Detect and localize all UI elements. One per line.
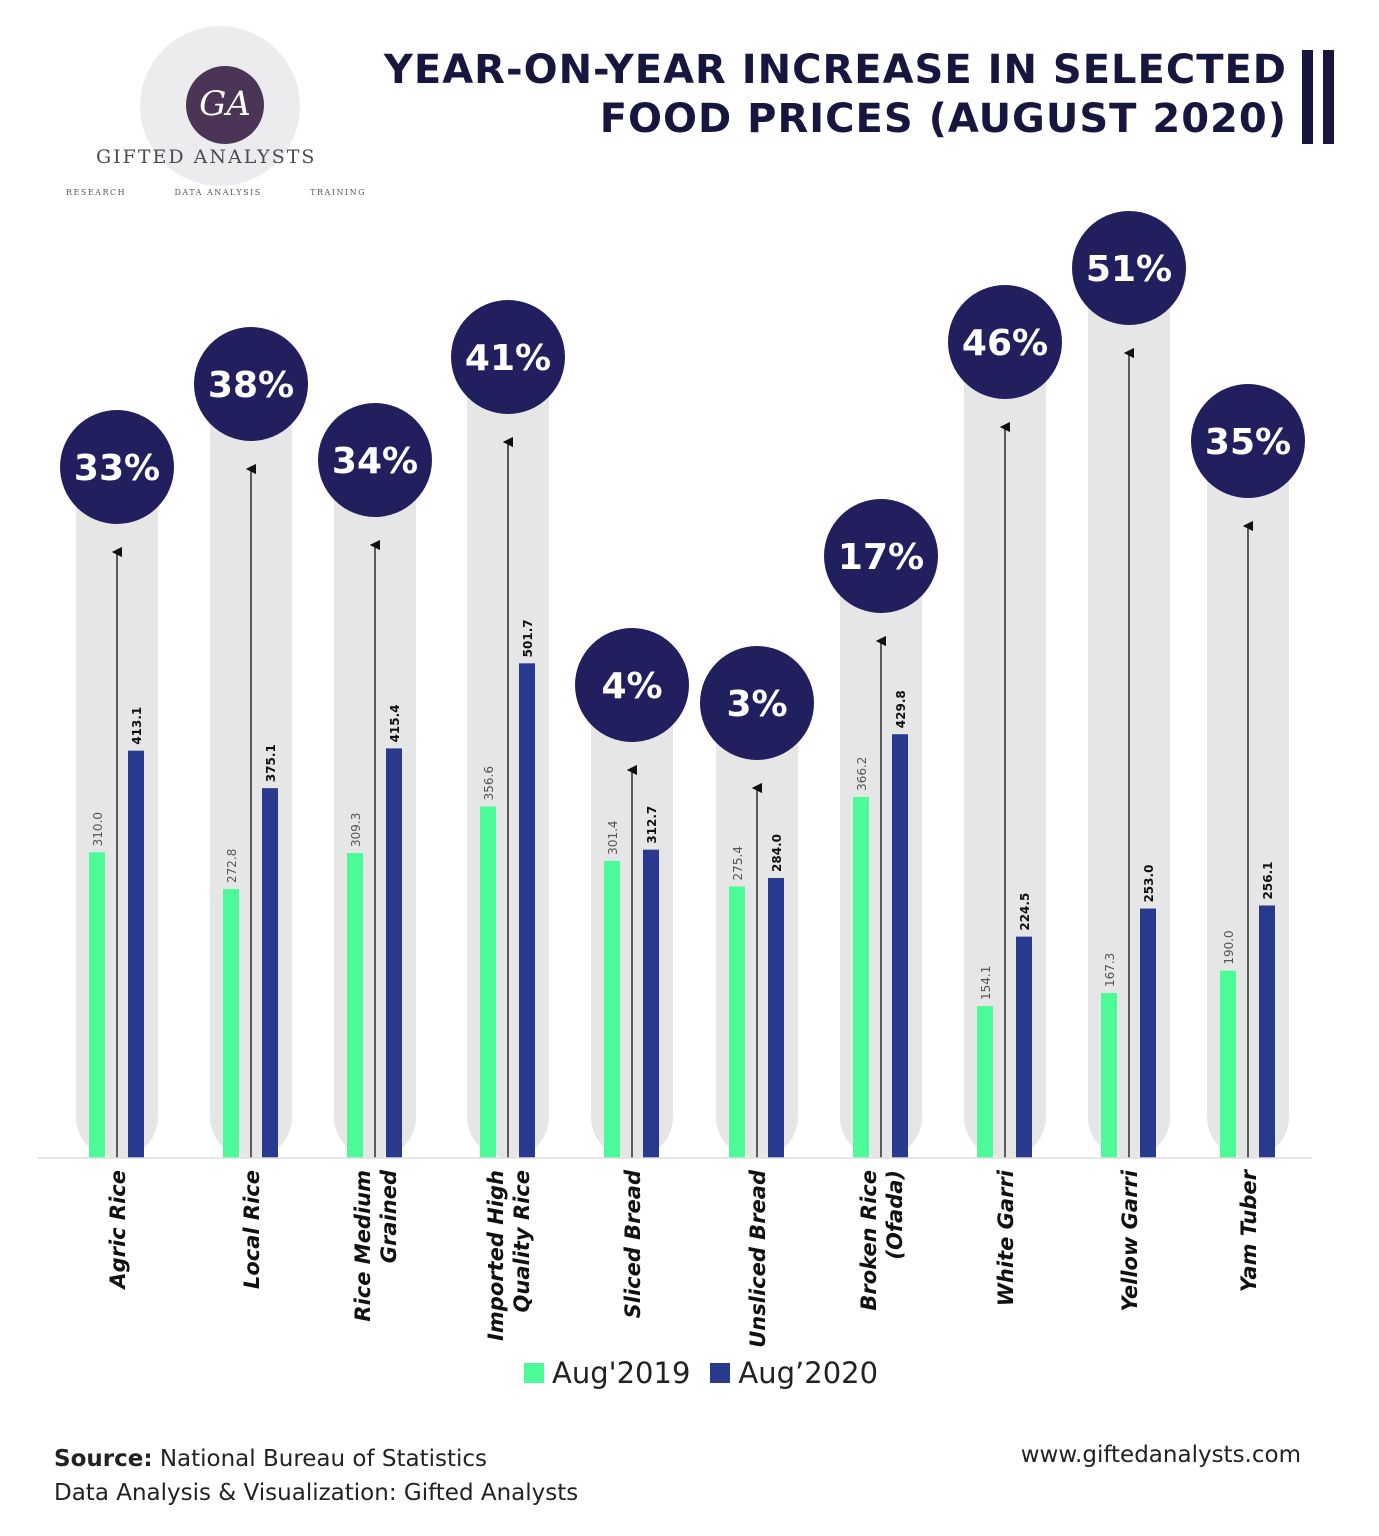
value-label-2019: 356.6 [482, 766, 496, 800]
bar-aug-2020 [128, 750, 144, 1158]
value-label-2020: 256.1 [1261, 862, 1275, 900]
increase-label: 41% [465, 338, 551, 379]
category-label: Local Rice [240, 1170, 264, 1289]
category-label: Rice Medium [351, 1170, 375, 1322]
bar-aug-2020 [892, 734, 908, 1158]
category-label: Agric Rice [106, 1170, 130, 1291]
bar-aug-2019 [347, 853, 363, 1158]
bar-aug-2020 [1140, 908, 1156, 1158]
increase-label: 35% [1205, 422, 1291, 463]
bar-chart: 310.0 413.1 33% Agric Rice 272.8 375.1 38% Loca… [38, 211, 1312, 1348]
value-label-2019: 275.4 [731, 846, 745, 880]
increase-badge [451, 300, 565, 414]
value-label-2020: 224.5 [1018, 893, 1032, 931]
value-label-2020: 415.4 [388, 704, 402, 742]
increase-label: 3% [726, 684, 787, 725]
bar-aug-2020 [519, 663, 535, 1158]
legend: Aug'2019 Aug’2020 [524, 1356, 898, 1390]
value-label-2020: 312.7 [645, 806, 659, 844]
increase-badge [1072, 211, 1186, 325]
title-line-1: YEAR-ON-YEAR INCREASE IN SELECTED [383, 47, 1287, 93]
increase-label: 46% [962, 323, 1048, 364]
increase-label: 17% [838, 537, 924, 578]
value-label-2019: 272.8 [225, 849, 239, 883]
chart-title: YEAR-ON-YEAR INCREASE IN SELECTED FOOD P… [384, 46, 1287, 144]
category-label: (Ofada) [883, 1170, 907, 1260]
value-label-2020: 429.8 [894, 690, 908, 728]
category-label: Grained [377, 1169, 401, 1263]
bar-aug-2019 [1101, 993, 1117, 1158]
increase-badge [700, 646, 814, 760]
bar-aug-2020 [386, 748, 402, 1158]
logo-tag: RESEARCH [66, 188, 127, 197]
logo: GA GIFTED ANALYSTS RESEARCH DATA ANALYSI… [60, 26, 380, 206]
increase-badge [194, 327, 308, 441]
bar-aug-2019 [977, 1006, 993, 1158]
category-label: Yellow Garri [1118, 1169, 1142, 1311]
value-label-2019: 167.3 [1103, 953, 1117, 987]
value-label-2020: 253.0 [1142, 865, 1156, 903]
legend-label-2019: Aug'2019 [552, 1356, 691, 1390]
bar-aug-2019 [89, 852, 105, 1158]
logo-monogram: GA [186, 66, 264, 144]
website-link[interactable]: www.giftedanalysts.com [1020, 1442, 1301, 1468]
category-label: Unsliced Bread [746, 1169, 770, 1348]
value-label-2020: 501.7 [521, 619, 535, 657]
increase-badge [948, 285, 1062, 399]
logo-name: GIFTED ANALYSTS [96, 146, 317, 168]
logo-tags: RESEARCH DATA ANALYSIS TRAINING [66, 188, 366, 197]
value-label-2020: 413.1 [130, 707, 144, 745]
category-label: White Garri [994, 1169, 1018, 1306]
increase-badge [1191, 384, 1305, 498]
value-label-2020: 375.1 [264, 744, 278, 782]
increase-label: 4% [601, 666, 662, 707]
increase-badge [318, 403, 432, 517]
value-label-2019: 309.3 [349, 813, 363, 847]
value-label-2019: 301.4 [606, 820, 620, 854]
bar-aug-2020 [1016, 936, 1032, 1158]
bar-aug-2020 [643, 849, 659, 1158]
bar-aug-2019 [480, 806, 496, 1158]
value-label-2020: 284.0 [770, 834, 784, 872]
category-label: Imported High [484, 1170, 508, 1341]
increase-label: 51% [1086, 249, 1172, 290]
logo-tag: DATA ANALYSIS [174, 188, 262, 197]
increase-badge [60, 410, 174, 524]
legend-swatch-2020 [710, 1363, 731, 1383]
value-label-2019: 366.2 [855, 757, 869, 791]
bar-aug-2020 [1259, 905, 1275, 1158]
source-note: Source: National Bureau of Statistics Da… [54, 1442, 578, 1510]
value-label-2019: 310.0 [91, 812, 105, 846]
increase-label: 38% [208, 365, 294, 406]
legend-label-2020: Aug’2020 [738, 1356, 879, 1390]
value-label-2019: 190.0 [1222, 930, 1236, 964]
value-label-2019: 154.1 [979, 966, 993, 1000]
bar-aug-2019 [853, 796, 869, 1158]
title-line-2: FOOD PRICES (AUGUST 2020) [599, 96, 1287, 142]
increase-badge [575, 628, 689, 742]
category-label: Broken Rice [857, 1170, 881, 1311]
title-decoration [1302, 50, 1336, 144]
increase-label: 34% [332, 441, 418, 482]
increase-label: 33% [74, 448, 160, 489]
logo-tag: TRAINING [310, 188, 366, 197]
increase-badge [824, 499, 938, 613]
bar-aug-2019 [1220, 970, 1236, 1158]
bar-aug-2019 [729, 886, 745, 1158]
source-text: National Bureau of Statistics [152, 1446, 488, 1472]
category-label: Yam Tuber [1237, 1168, 1261, 1292]
credit-text: Data Analysis & Visualization: Gifted An… [54, 1480, 579, 1506]
bar-aug-2019 [223, 889, 239, 1158]
bar-aug-2020 [262, 788, 278, 1158]
legend-swatch-2019 [524, 1363, 544, 1383]
bar-aug-2019 [604, 860, 620, 1158]
category-label: Quality Rice [510, 1170, 534, 1312]
category-label: Sliced Bread [621, 1169, 645, 1318]
bar-aug-2020 [768, 877, 784, 1158]
source-label: Source: [54, 1446, 153, 1472]
